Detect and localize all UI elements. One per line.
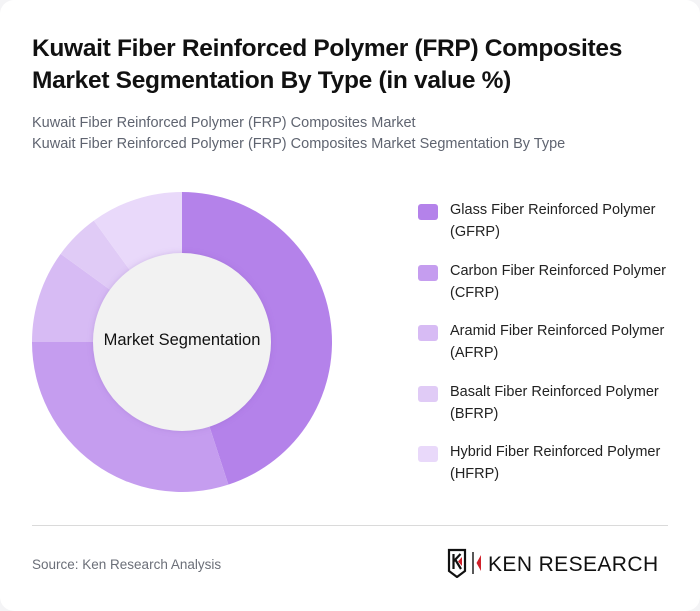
chart-subtitle: Kuwait Fiber Reinforced Polymer (FRP) Co… [32, 113, 672, 155]
legend-swatch [418, 446, 438, 463]
legend-swatch [418, 204, 438, 220]
chart-title: Kuwait Fiber Reinforced Polymer (FRP) Co… [32, 35, 623, 94]
legend-item-cfrp: Carbon Fiber Reinforced Polymer (CFRP) [418, 260, 688, 321]
legend-item-hfrp: Hybrid Fiber Reinforced Polymer (HFRP) [418, 441, 688, 502]
legend-item-afrp: Aramid Fiber Reinforced Polymer (AFRP) [418, 320, 688, 381]
legend-label: Glass Fiber Reinforced Polymer (GFRP) [450, 202, 656, 240]
legend-item-bfrp: Basalt Fiber Reinforced Polymer (BFRP) [418, 381, 688, 442]
subtitle-line-1: Kuwait Fiber Reinforced Polymer (FRP) Co… [32, 115, 416, 131]
legend-label: Carbon Fiber Reinforced Polymer (CFRP) [450, 262, 666, 301]
ken-research-logo-icon [447, 548, 481, 578]
legend-item-gfrp: Glass Fiber Reinforced Polymer (GFRP) [418, 199, 688, 260]
footer-divider [32, 525, 668, 526]
legend-label: Aramid Fiber Reinforced Polymer (AFRP) [450, 323, 665, 362]
donut-center [93, 253, 271, 431]
legend-label: Basalt Fiber Reinforced Polymer (BFRP) [450, 383, 659, 422]
logo-text: KEN RESEARCH [488, 553, 659, 576]
subtitle-line-2: Kuwait Fiber Reinforced Polymer (FRP) Co… [32, 136, 566, 152]
chart-legend: Glass Fiber Reinforced Polymer (GFRP) Ca… [418, 199, 688, 502]
source-note: Source: Ken Research Analysis [32, 557, 222, 572]
ken-research-logo: KEN RESEARCH [446, 548, 676, 578]
donut-chart [32, 191, 333, 493]
legend-label: Hybrid Fiber Reinforced Polymer (HFRP) [450, 444, 661, 483]
legend-swatch [418, 264, 438, 281]
donut-center-label: Market Segmentation [103, 331, 261, 349]
legend-swatch [418, 385, 438, 402]
legend-swatch [418, 325, 438, 342]
